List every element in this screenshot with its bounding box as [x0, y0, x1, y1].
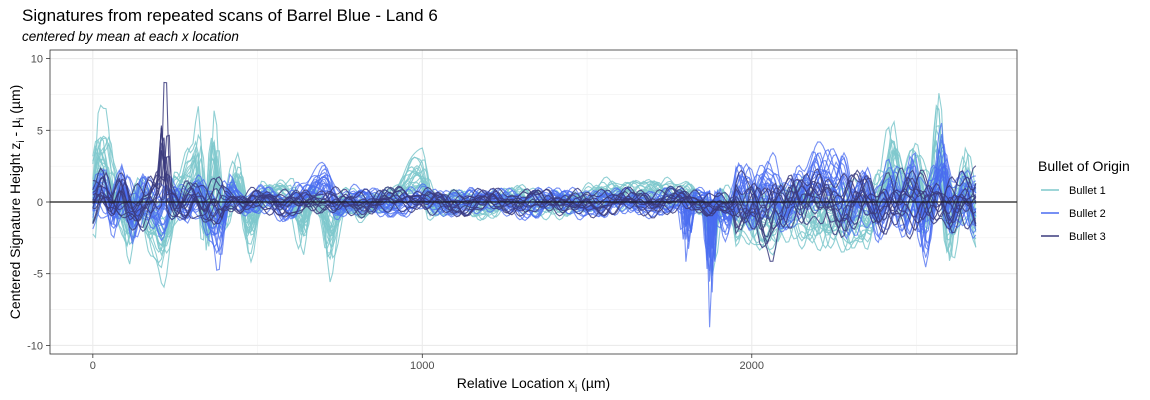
signature-line — [92, 149, 977, 249]
legend-label: Bullet 1 — [1069, 185, 1106, 197]
y-tick-label: -5 — [33, 269, 43, 281]
series-bullet-3 — [92, 81, 977, 262]
x-tick-label: 2000 — [740, 360, 764, 372]
signature-line — [92, 127, 977, 245]
signature-line — [92, 155, 977, 230]
x-tick-label: 0 — [90, 360, 96, 372]
x-tick-label: 1000 — [410, 360, 434, 372]
y-tick-label: 0 — [37, 197, 43, 209]
y-axis-title: Centered Signature Height zi - µi (µm) — [7, 85, 27, 320]
axes: 0 1000 2000 -10 -5 0 5 10 — [27, 54, 764, 372]
y-tick-label: 5 — [37, 125, 43, 137]
chart-subtitle: centered by mean at each x location — [22, 29, 239, 44]
legend-label: Bullet 3 — [1069, 231, 1106, 243]
legend-item: Bullet 3 — [1041, 231, 1106, 243]
legend-item: Bullet 1 — [1041, 185, 1106, 197]
legend-item: Bullet 2 — [1041, 208, 1106, 220]
signature-line — [92, 139, 977, 263]
y-tick-label: -10 — [27, 340, 43, 352]
x-axis-title: Relative Location xi (µm) — [457, 375, 610, 395]
signature-line — [92, 156, 977, 232]
legend-title: Bullet of Origin — [1038, 158, 1130, 174]
chart-title: Signatures from repeated scans of Barrel… — [22, 6, 438, 25]
legend-label: Bullet 2 — [1069, 208, 1106, 220]
y-tick-label: 10 — [31, 54, 43, 66]
legend: Bullet of Origin Bullet 1 Bullet 2 Bullet … — [1038, 158, 1130, 243]
series-lines — [92, 81, 977, 328]
signature-line — [92, 169, 977, 235]
signature-line — [92, 81, 977, 262]
